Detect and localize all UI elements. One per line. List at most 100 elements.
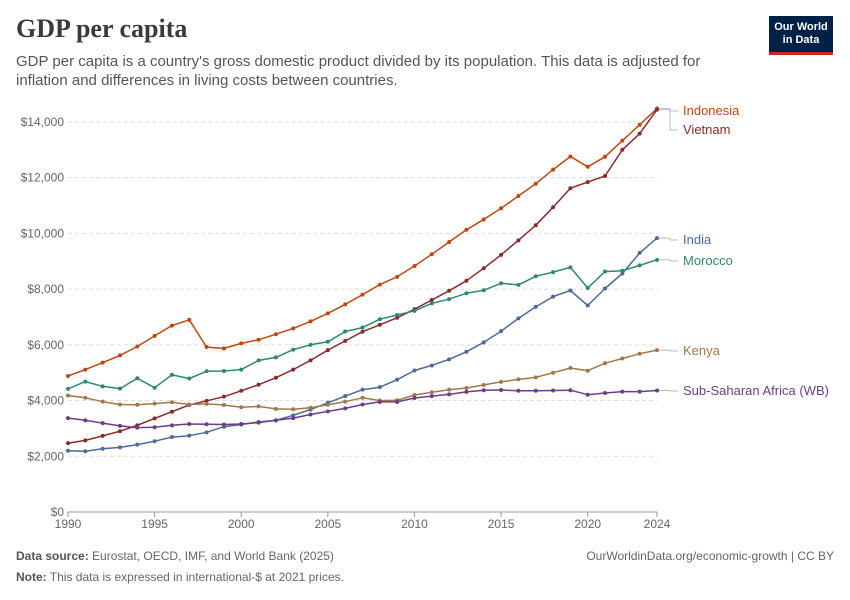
data-point [481,266,486,271]
data-point [66,374,70,379]
x-tick-label: 2020 [574,517,601,531]
data-point [169,435,174,440]
owid-logo[interactable]: Our World in Data [769,16,833,55]
data-point [325,402,330,407]
series-layer [66,106,659,454]
data-point [395,274,400,279]
data-point [221,422,226,427]
data-point [308,319,313,324]
y-tick-label: $0 [51,505,65,519]
data-point [395,399,400,404]
data-point [637,122,642,127]
data-point [83,438,88,443]
data-point [620,356,625,361]
data-point [533,223,538,228]
data-point [152,439,157,444]
data-point [377,399,382,404]
data-point [412,392,417,397]
label-connector [659,109,678,131]
data-point [66,386,70,391]
data-point [152,385,157,390]
source-url[interactable]: OurWorldinData.org/economic-growth | CC … [586,549,834,563]
data-point [66,416,70,421]
note-text: This data is expressed in international-… [49,570,344,584]
data-point [499,206,504,211]
data-point [343,394,348,399]
data-point [100,384,105,389]
y-tick-label: $10,000 [21,226,65,240]
x-tick-label: 2005 [315,517,342,531]
data-point [603,154,608,159]
data-point [66,448,70,453]
data-point [135,425,140,430]
series-label-kenya: Kenya [683,343,721,358]
data-point [533,375,538,380]
data-point [273,418,278,423]
data-point [308,405,313,410]
data-point [551,294,556,299]
series-kenya [66,348,659,412]
data-point [325,311,330,316]
data-point [256,420,261,425]
data-point [603,361,608,366]
data-point [481,382,486,387]
data-point [655,236,659,241]
data-point [187,317,192,322]
data-point [360,395,365,400]
data-point [637,263,642,268]
data-point [291,326,296,331]
data-point [100,399,105,404]
data-point [429,363,434,368]
data-point [533,274,538,279]
data-point [464,389,469,394]
data-point [256,404,261,409]
data-point [83,367,88,372]
data-point [291,367,296,372]
data-point [239,367,244,372]
data-point [83,395,88,400]
data-point [117,445,122,450]
data-point [377,322,382,327]
data-point [204,422,209,427]
y-tick-label: $6,000 [27,338,64,352]
series-sub-saharan-africa-wb [66,387,659,430]
data-point [117,429,122,434]
data-point [499,281,504,286]
data-source-label: Data source: [16,549,89,563]
data-point [377,385,382,390]
data-point [585,392,590,397]
series-line-vietnam [67,109,658,444]
data-point [360,402,365,407]
data-point [412,263,417,268]
data-point [568,388,573,393]
data-point [447,288,452,293]
data-point [412,368,417,373]
data-source-text[interactable]: Eurostat, OECD, IMF, and World Bank (202… [92,549,334,563]
data-point [169,400,174,405]
data-point [239,341,244,346]
data-point [464,291,469,296]
data-point [429,390,434,395]
data-point [551,270,556,275]
data-point [343,329,348,334]
axis-layer: $0 $2,000 $4,000 $6,000 $8,000 $10,000 $12,000… [21,115,671,531]
x-tick-label: 2015 [488,517,515,531]
data-point [169,409,174,414]
data-point [187,402,192,407]
x-tick-label: 1995 [141,517,168,531]
data-point [568,154,573,159]
data-point [551,205,556,210]
data-point [117,386,122,391]
data-point [308,412,313,417]
data-point [585,180,590,185]
chart-subtitle: GDP per capita is a country's gross dome… [16,53,701,89]
label-layer: Indonesia Vietnam India Morocco Kenya Sub-Sah… [659,103,829,398]
data-point [603,269,608,274]
series-vietnam [66,107,659,446]
data-point [481,288,486,293]
data-point [516,377,521,382]
data-point [655,348,659,353]
data-point [637,250,642,255]
series-label-vietnam: Vietnam [683,122,730,137]
